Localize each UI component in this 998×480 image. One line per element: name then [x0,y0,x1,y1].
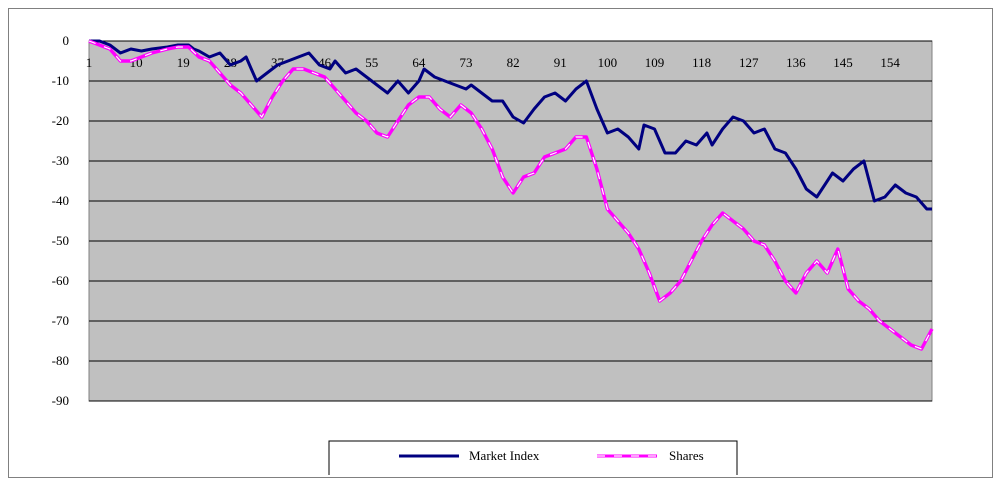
x-tick-label: 127 [739,55,759,70]
legend: Market Index Shares [328,440,738,480]
x-tick-label: 1 [86,55,93,70]
x-tick-label: 55 [365,55,378,70]
x-tick-label: 64 [412,55,426,70]
y-tick-label: -20 [52,113,69,128]
x-tick-label: 19 [177,55,190,70]
y-tick-label: -70 [52,313,69,328]
x-tick-label: 91 [554,55,567,70]
x-tick-label: 154 [880,55,900,70]
y-tick-label: 0 [63,33,70,48]
series-line-market-index [89,39,932,211]
y-tick-label: -60 [52,273,69,288]
plot-area [88,40,933,402]
line-chart: 0-10-20-30-40-50-60-70-80-90 1 10 19 28 37 46… [52,33,934,480]
x-tick-label: 100 [598,55,618,70]
y-tick-label: -80 [52,353,69,368]
x-tick-label: 118 [692,55,711,70]
x-tick-label: 73 [459,55,472,70]
x-tick-label: 145 [833,55,853,70]
series-line-shares [88,39,934,351]
x-tick-label: 109 [645,55,665,70]
y-axis-tick-labels: 0 -10 -20 -30 -40 -50 -60 -70 -80 -90 [52,33,69,408]
gridlines [89,40,932,402]
y-tick-label: -40 [52,193,69,208]
x-tick-label: 28 [224,55,237,70]
series-lines [88,39,934,351]
legend-label-shares: Shares [669,448,704,463]
x-tick-label: 82 [507,55,520,70]
y-tick-label: -10 [52,73,69,88]
x-tick-label: 136 [786,55,806,70]
y-tick-label: -30 [52,153,69,168]
y-tick-label: -90 [52,393,69,408]
legend-label-market-index: Market Index [469,448,540,463]
chart-frame: 0 -10 -20 -30 -40 -50 -60 -70 -80 -90 1 10 19 28 37 46… [8,8,993,480]
y-tick-label: -50 [52,233,69,248]
